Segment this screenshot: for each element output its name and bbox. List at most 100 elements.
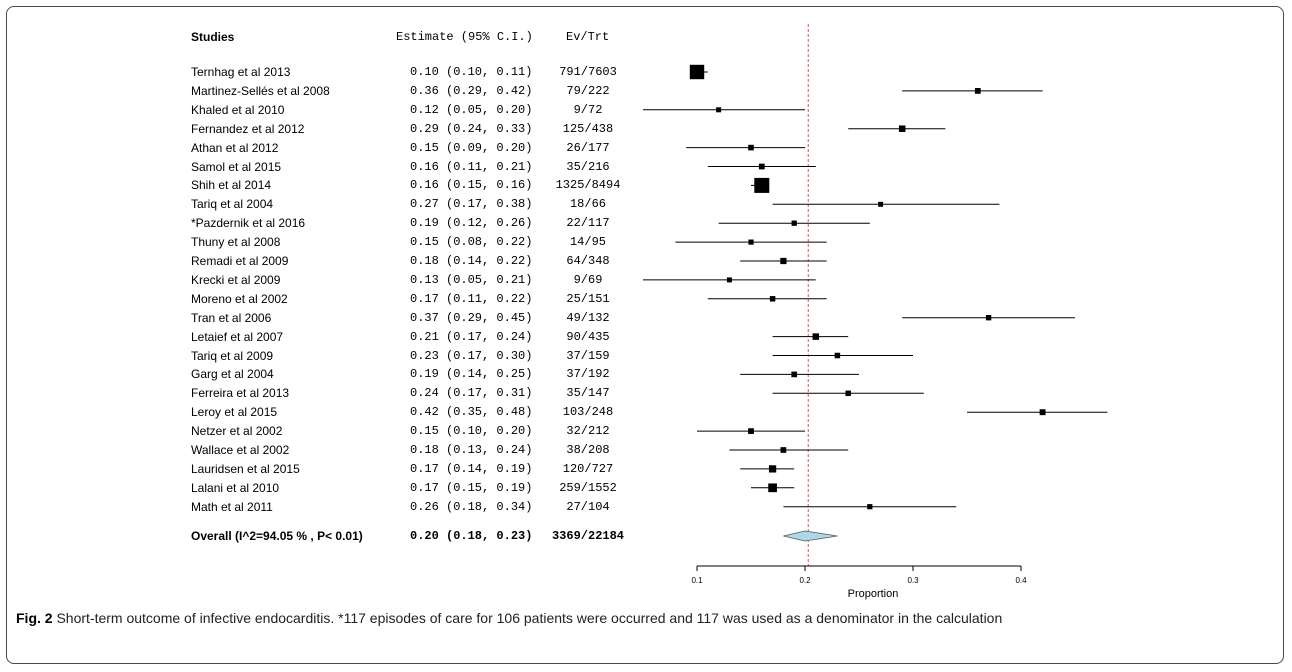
study-label: Moreno et al 2002 xyxy=(191,291,288,306)
study-marker xyxy=(780,257,787,265)
study-estimate: 0.17 (0.15, 0.19) xyxy=(410,480,533,495)
study-label: Athan et al 2012 xyxy=(191,140,279,155)
study-evtrt: 22/117 xyxy=(566,216,610,231)
study-label: Garg et al 2004 xyxy=(191,367,274,382)
study-estimate: 0.16 (0.11, 0.21) xyxy=(410,159,533,174)
study-estimate: 0.19 (0.12, 0.26) xyxy=(410,216,533,231)
study-evtrt: 27/104 xyxy=(566,499,610,514)
study-label: Khaled et al 2010 xyxy=(191,102,285,117)
study-label: Leroy et al 2015 xyxy=(191,405,278,420)
study-estimate: 0.42 (0.35, 0.48) xyxy=(410,405,533,420)
study-marker xyxy=(768,465,777,473)
study-evtrt: 120/727 xyxy=(562,461,614,476)
overall-evtrt: 3369/22184 xyxy=(551,529,624,543)
study-label: *Pazdernik et al 2016 xyxy=(191,216,306,231)
study-label: Tran et al 2006 xyxy=(191,310,272,325)
study-marker xyxy=(898,125,906,132)
study-label: Lalani et al 2010 xyxy=(191,480,280,495)
caption-text: Short-term outcome of infective endocard… xyxy=(52,610,1003,626)
study-label: Wallace et al 2002 xyxy=(191,443,290,457)
study-evtrt: 791/7603 xyxy=(559,65,617,79)
study-evtrt: 25/151 xyxy=(566,291,610,306)
study-estimate: 0.17 (0.14, 0.19) xyxy=(410,461,533,476)
study-label: Math et al 2011 xyxy=(191,499,273,514)
study-estimate: 0.17 (0.11, 0.22) xyxy=(410,291,533,306)
study-marker xyxy=(791,220,797,226)
study-label: Lauridsen et al 2015 xyxy=(191,461,300,476)
study-evtrt: 49/132 xyxy=(566,310,610,325)
study-marker xyxy=(768,483,777,493)
header-studies: Studies xyxy=(191,30,235,44)
study-marker xyxy=(974,88,981,94)
overall-estimate: 0.20 (0.18, 0.23) xyxy=(410,529,533,543)
study-estimate: 0.26 (0.18, 0.34) xyxy=(410,499,533,514)
study-marker xyxy=(985,315,992,321)
study-evtrt: 103/248 xyxy=(562,405,614,420)
study-evtrt: 37/159 xyxy=(566,348,610,363)
figure-frame xyxy=(6,6,1284,664)
study-evtrt: 26/177 xyxy=(566,140,610,155)
x-axis-label: Proportion xyxy=(847,588,899,600)
study-estimate: 0.21 (0.17, 0.24) xyxy=(410,329,533,344)
study-estimate: 0.37 (0.29, 0.45) xyxy=(410,310,533,325)
study-marker xyxy=(748,428,754,434)
study-label: Ferreira et al 2013 xyxy=(191,386,290,401)
study-marker xyxy=(845,390,851,397)
caption-figure-number: Fig. 2 xyxy=(16,610,53,626)
study-evtrt: 9/72 xyxy=(573,102,603,117)
study-estimate: 0.29 (0.24, 0.33) xyxy=(410,121,533,136)
study-label: Ternhag et al 2013 xyxy=(191,65,291,79)
study-marker xyxy=(748,144,754,151)
study-marker xyxy=(791,371,798,378)
overall-diamond xyxy=(783,530,838,542)
study-marker xyxy=(726,277,732,283)
study-marker xyxy=(748,239,754,245)
study-marker xyxy=(834,352,841,359)
x-tick-label: 0.4 xyxy=(1015,576,1027,585)
header-evtrt: Ev/Trt xyxy=(566,30,610,44)
study-marker xyxy=(754,177,770,193)
study-label: Samol et al 2015 xyxy=(191,159,282,174)
study-estimate: 0.15 (0.10, 0.20) xyxy=(410,424,533,439)
study-estimate: 0.27 (0.17, 0.38) xyxy=(410,197,533,212)
study-estimate: 0.19 (0.14, 0.25) xyxy=(410,367,533,382)
study-estimate: 0.13 (0.05, 0.21) xyxy=(410,272,533,287)
figure-caption: Fig. 2 Short-term outcome of infective e… xyxy=(16,608,1278,628)
study-label: Thuny et al 2008 xyxy=(191,235,281,250)
x-tick-label: 0.1 xyxy=(691,576,703,585)
study-evtrt: 64/348 xyxy=(566,254,610,268)
study-label: Remadi et al 2009 xyxy=(191,254,289,268)
study-label: Netzer et al 2002 xyxy=(191,424,283,439)
study-marker xyxy=(878,201,884,207)
study-estimate: 0.24 (0.17, 0.31) xyxy=(410,386,533,401)
study-label: Martinez-Sellés et al 2008 xyxy=(191,83,330,98)
study-evtrt: 79/222 xyxy=(566,83,610,98)
x-tick-label: 0.3 xyxy=(907,576,919,585)
study-estimate: 0.18 (0.14, 0.22) xyxy=(410,254,533,268)
study-evtrt: 35/147 xyxy=(566,386,610,401)
study-marker xyxy=(689,64,705,80)
study-evtrt: 32/212 xyxy=(566,424,610,439)
study-estimate: 0.18 (0.13, 0.24) xyxy=(410,443,533,457)
study-evtrt: 9/69 xyxy=(573,272,603,287)
study-label: Shih et al 2014 xyxy=(191,178,272,193)
study-evtrt: 14/95 xyxy=(569,235,606,250)
study-evtrt: 37/192 xyxy=(566,367,610,382)
study-marker xyxy=(769,296,776,302)
study-estimate: 0.23 (0.17, 0.30) xyxy=(410,348,533,363)
study-estimate: 0.36 (0.29, 0.42) xyxy=(410,83,533,98)
study-label: Tariq et al 2004 xyxy=(191,197,274,212)
study-marker xyxy=(758,163,765,170)
study-evtrt: 90/435 xyxy=(566,329,610,344)
study-marker xyxy=(867,504,873,510)
study-label: Fernandez et al 2012 xyxy=(191,121,305,136)
header-estimate: Estimate (95% C.I.) xyxy=(396,30,533,44)
study-evtrt: 259/1552 xyxy=(559,480,617,495)
study-evtrt: 35/216 xyxy=(566,159,610,174)
study-marker xyxy=(812,333,820,340)
study-estimate: 0.15 (0.09, 0.20) xyxy=(410,140,533,155)
overall-label: Overall (I^2=94.05 % , P< 0.01) xyxy=(191,529,363,543)
study-label: Krecki et al 2009 xyxy=(191,272,281,287)
study-estimate: 0.15 (0.08, 0.22) xyxy=(410,235,533,250)
study-marker xyxy=(716,107,722,113)
